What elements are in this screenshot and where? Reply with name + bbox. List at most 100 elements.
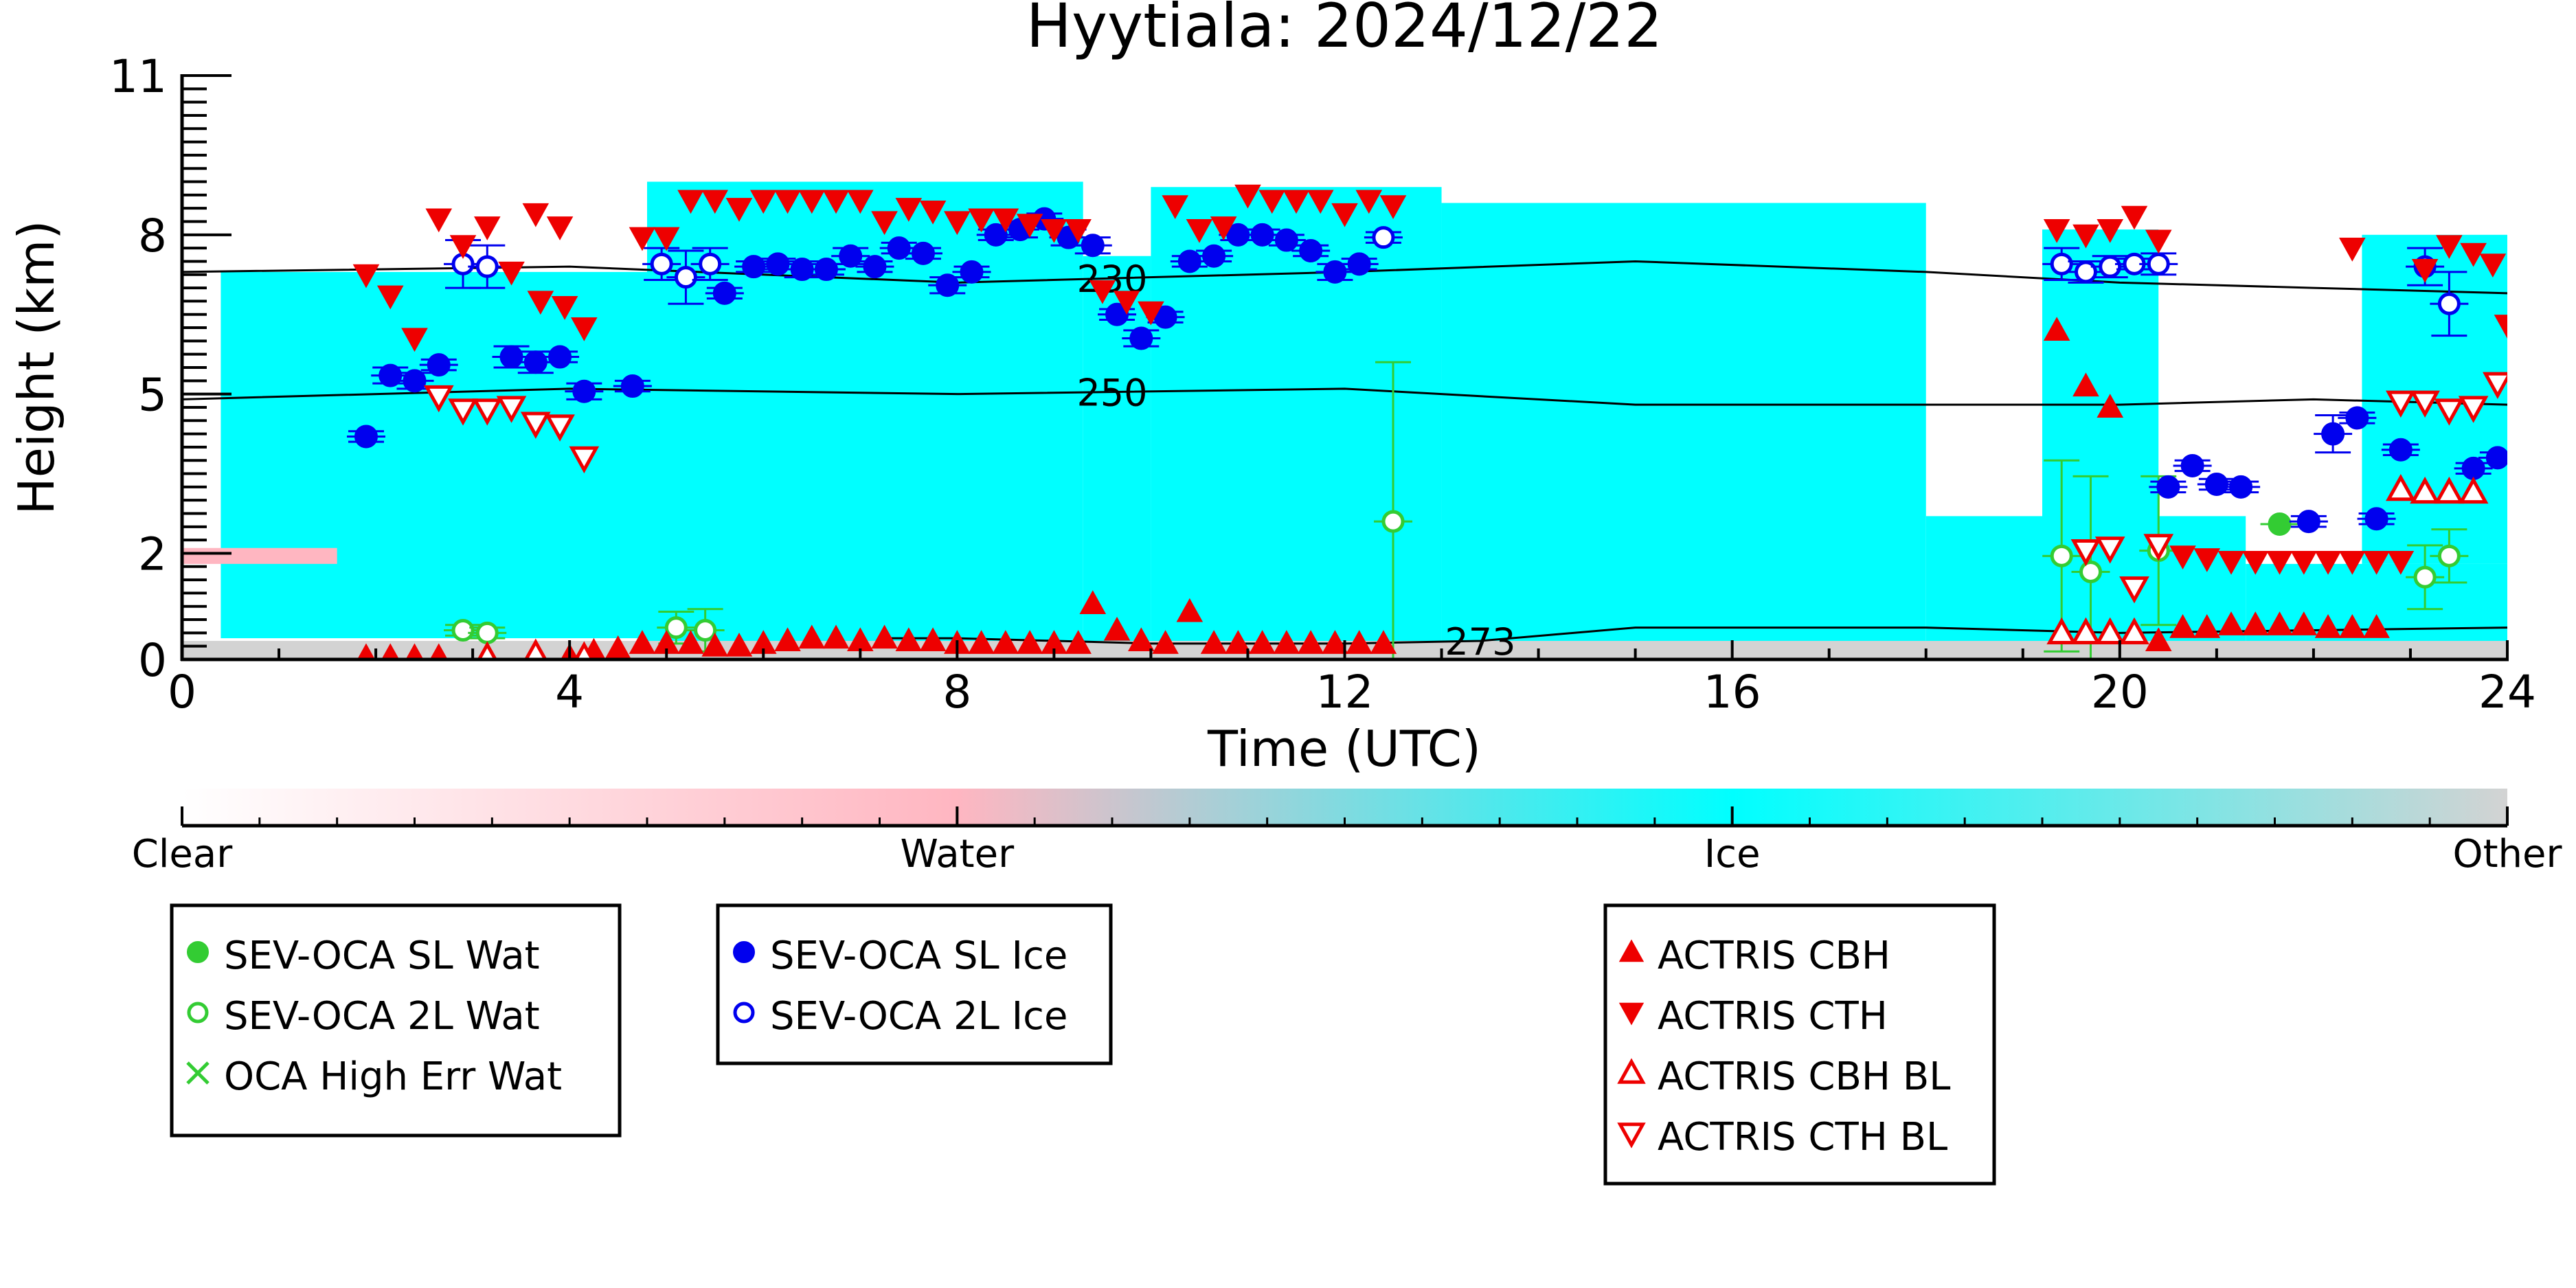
data-point	[2156, 475, 2180, 499]
legend-entry: ACTRIS CBH	[1618, 934, 1890, 978]
data-point	[425, 208, 453, 233]
data-point	[401, 328, 428, 352]
data-point	[1079, 590, 1107, 614]
data-point	[2290, 611, 2318, 635]
classification-region-water	[182, 547, 337, 564]
data-point	[2339, 613, 2366, 638]
data-point	[498, 261, 525, 286]
data-point	[2217, 611, 2245, 635]
data-point	[477, 641, 498, 659]
series-sev-oca-2l-wat	[444, 361, 2469, 659]
data-point	[2070, 539, 2101, 567]
data-point	[2204, 473, 2228, 496]
data-point	[1041, 219, 1067, 243]
x-tick-label: 4	[555, 666, 584, 719]
y-axis-label: Height (km)	[8, 221, 65, 515]
data-point	[774, 190, 801, 214]
data-point	[664, 616, 688, 640]
data-point	[863, 255, 887, 279]
data-point	[2241, 550, 2269, 575]
data-point	[2072, 372, 2099, 397]
data-point	[650, 252, 673, 275]
legend-entry: ACTRIS CTH	[1618, 994, 1888, 1039]
data-point	[403, 369, 427, 393]
data-point	[2458, 396, 2489, 423]
data-point	[376, 285, 404, 310]
data-point	[2290, 550, 2318, 575]
data-point	[2180, 453, 2204, 477]
data-point	[2483, 372, 2507, 399]
legend-label: ACTRIS CTH BL	[1658, 1115, 1947, 1160]
data-point	[2145, 627, 2172, 652]
legend-marker	[186, 1061, 210, 1085]
data-point	[2072, 224, 2099, 249]
data-point	[2241, 611, 2269, 635]
data-point	[677, 630, 704, 654]
data-point	[520, 411, 551, 439]
data-point	[749, 190, 777, 214]
data-point	[839, 244, 863, 268]
classification-region-ice	[1441, 203, 1926, 655]
data-point	[427, 353, 451, 377]
data-point	[1210, 216, 1237, 240]
data-point	[2494, 315, 2507, 339]
data-point	[2099, 255, 2122, 278]
data-point	[2296, 510, 2320, 534]
series-actris-cth	[352, 184, 2507, 575]
legend-entry: ACTRIS CTH BL	[1617, 1115, 1947, 1160]
data-point	[2097, 219, 2124, 243]
data-point	[895, 627, 923, 652]
data-point	[548, 345, 572, 369]
contour-label-273: 273	[1445, 620, 1515, 664]
legend-entry: OCA High Err Wat	[186, 1054, 562, 1099]
data-point	[545, 414, 575, 442]
data-point	[992, 208, 1019, 233]
data-point	[2364, 507, 2388, 531]
data-point	[2388, 438, 2413, 462]
data-point	[1297, 630, 1324, 654]
data-point	[2193, 613, 2221, 638]
data-point	[475, 255, 499, 278]
data-point	[405, 643, 424, 659]
x-axis-label: Time (UTC)	[1207, 720, 1481, 778]
data-point	[2268, 512, 2292, 536]
data-point	[629, 630, 656, 654]
legend-marker	[1617, 1058, 1646, 1084]
legend-box: SEV-OCA SL Ice SEV-OCA 2L Ice	[716, 903, 1113, 1065]
data-point	[1202, 244, 1226, 268]
data-point	[2387, 550, 2415, 575]
data-point	[1283, 190, 1310, 214]
colorbar-label-water: Water	[901, 832, 1015, 877]
legend-marker	[733, 941, 755, 963]
data-point	[1113, 291, 1140, 315]
data-point	[2345, 406, 2369, 430]
data-point	[1186, 219, 1213, 243]
legend-marker	[187, 1002, 209, 1024]
data-point	[522, 203, 550, 227]
y-tick-label: 0	[138, 634, 167, 687]
data-point	[2321, 422, 2345, 446]
data-point	[2143, 534, 2174, 561]
data-point	[701, 633, 729, 657]
legend-label: SEV-OCA SL Ice	[770, 934, 1067, 978]
data-point	[1103, 616, 1131, 641]
data-point	[968, 630, 995, 654]
data-point	[1105, 302, 1129, 326]
data-point	[2485, 446, 2507, 470]
data-point	[814, 258, 838, 282]
legend-label: SEV-OCA SL Wat	[224, 934, 540, 978]
chart-title: Hyytiala: 2024/12/22	[1026, 0, 1662, 61]
x-tick-label: 0	[168, 666, 196, 719]
data-point	[822, 624, 850, 649]
legend-marker	[1618, 1002, 1645, 1026]
series-sev-oca-sl-wat	[2260, 512, 2299, 536]
legend-label: SEV-OCA 2L Wat	[224, 994, 540, 1039]
data-point	[499, 345, 523, 369]
data-point	[2169, 613, 2196, 638]
data-point	[1249, 630, 1276, 654]
data-point	[919, 200, 947, 225]
data-point	[944, 211, 971, 236]
data-point	[694, 619, 717, 642]
legend-label: SEV-OCA 2L Ice	[770, 994, 1067, 1039]
